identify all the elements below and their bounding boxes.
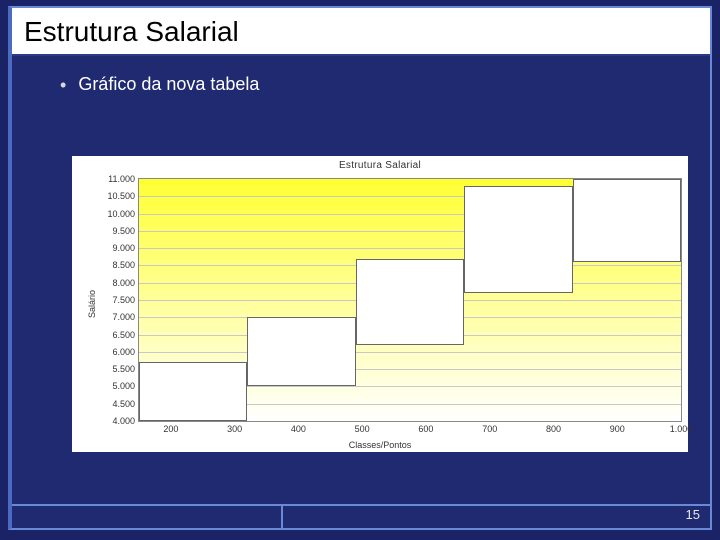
bullet-dot-icon: • [60,76,66,94]
chart-x-tick: 600 [418,421,433,434]
chart-y-tick: 9.500 [112,226,139,236]
chart-bar [356,259,464,345]
chart-y-tick: 4.500 [112,399,139,409]
chart-y-axis-label: Salário [87,290,97,318]
chart-x-tick: 800 [546,421,561,434]
chart-y-tick: 8.000 [112,278,139,288]
bullet-text: Gráfico da nova tabela [78,74,259,95]
chart-plot-area: 4.0004.5005.0005.5006.0006.5007.0007.500… [138,178,682,422]
chart-gridline [139,352,681,353]
footer-stub [281,506,283,528]
chart-y-tick: 10.500 [107,191,139,201]
slide-frame: Estrutura Salarial • Gráfico da nova tab… [8,6,712,530]
title-band: Estrutura Salarial [12,8,710,56]
chart-title: Estrutura Salarial [72,156,688,171]
chart-y-tick: 6.500 [112,330,139,340]
chart-x-tick: 200 [163,421,178,434]
chart-y-tick: 5.500 [112,364,139,374]
chart-y-tick: 7.000 [112,312,139,322]
chart-y-tick: 5.000 [112,381,139,391]
chart-y-tick: 7.500 [112,295,139,305]
chart-x-tick: 300 [227,421,242,434]
chart-bar [247,317,355,386]
chart-x-tick: 400 [291,421,306,434]
chart-x-tick: 700 [482,421,497,434]
chart-container: Estrutura Salarial Salário Classes/Ponto… [72,156,688,452]
page-number: 15 [686,507,700,522]
chart-x-tick: 900 [610,421,625,434]
chart-x-tick: 500 [355,421,370,434]
content-area: • Gráfico da nova tabela [12,56,710,95]
chart-bar [139,362,247,421]
chart-bar [573,179,681,262]
chart-x-tick: 1.000 [670,421,693,434]
chart-y-tick: 8.500 [112,260,139,270]
chart-bar [464,186,572,293]
page-title: Estrutura Salarial [24,16,698,48]
chart-y-tick: 10.000 [107,209,139,219]
chart-x-axis-label: Classes/Pontos [349,440,412,450]
chart-y-tick: 11.000 [108,174,139,184]
chart-y-tick: 6.000 [112,347,139,357]
chart-y-tick: 9.000 [112,243,139,253]
chart-y-tick: 4.000 [112,416,139,426]
footer-divider [12,504,710,506]
bullet-item: • Gráfico da nova tabela [60,74,710,95]
